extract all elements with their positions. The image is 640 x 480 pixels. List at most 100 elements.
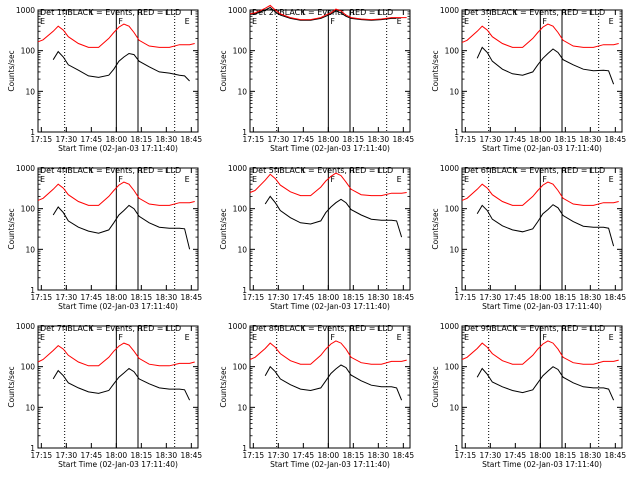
chart-title: Det 9f BLACK = Events, RED = LLD — [464, 324, 605, 333]
y-tick-label: 100 — [445, 205, 460, 214]
x-tick-label: 17:15 — [455, 451, 477, 460]
x-tick-label: 18:30 — [156, 451, 178, 460]
x-tick-label: 18:15 — [343, 451, 365, 460]
y-axis-label: Counts/sec — [219, 50, 228, 91]
x-axis-label: Start Time (02-Jan-03 17:11:40) — [482, 302, 602, 311]
y-axis-label: Counts/sec — [7, 208, 16, 249]
x-tick-label: 17:30 — [268, 451, 290, 460]
marker-label: F — [118, 333, 123, 342]
y-axis-label: Counts/sec — [431, 50, 440, 91]
y-tick-label: 1 — [30, 444, 35, 453]
plot-frame — [37, 9, 199, 133]
marker-label: E — [464, 333, 469, 342]
y-tick-label: 10 — [237, 87, 247, 96]
y-tick-label: 1000 — [16, 6, 35, 15]
x-axis-label: Start Time (02-Jan-03 17:11:40) — [58, 460, 178, 469]
x-tick-label: 17:15 — [31, 451, 53, 460]
y-tick-label: 1 — [30, 128, 35, 137]
marker-label: E — [397, 333, 402, 342]
y-tick-label: 10 — [237, 245, 247, 254]
y-tick-label: 10 — [25, 403, 35, 412]
y-tick-label: 100 — [233, 47, 248, 56]
chart-title: Det 6f BLACK = Events, RED = LLD — [464, 166, 605, 175]
chart-panel: Det 5f BLACK = Events, RED = LLD 1 10 100 10… — [219, 164, 414, 311]
lld-series-line — [461, 340, 619, 365]
y-tick-label: 1000 — [228, 322, 247, 331]
x-tick-label: 17:15 — [243, 293, 265, 302]
x-tick-label: 18:45 — [393, 135, 415, 144]
x-tick-label: 17:15 — [31, 135, 53, 144]
x-tick-label: 18:45 — [181, 451, 203, 460]
x-tick-label: 17:45 — [293, 293, 315, 302]
events-series-line — [249, 6, 397, 21]
x-tick-label: 18:30 — [368, 293, 390, 302]
marker-label: F — [330, 17, 335, 26]
x-tick-label: 17:15 — [455, 293, 477, 302]
plot-frame — [461, 9, 623, 133]
x-axis-label: Start Time (02-Jan-03 17:11:40) — [270, 460, 390, 469]
y-tick-label: 1 — [242, 128, 247, 137]
marker-label: E — [464, 17, 469, 26]
x-tick-label: 18:45 — [605, 293, 627, 302]
x-tick-label: 17:45 — [505, 451, 527, 460]
x-tick-label: 18:00 — [318, 135, 340, 144]
chart-panel: Det 1f BLACK = Events, RED = LLD 1 10 100 10… — [7, 6, 202, 153]
events-series-line — [476, 204, 615, 247]
x-tick-label: 18:15 — [555, 135, 577, 144]
x-tick-label: 18:15 — [343, 293, 365, 302]
plot-frame — [249, 167, 411, 291]
y-tick-label: 1 — [454, 128, 459, 137]
x-tick-label: 17:45 — [81, 293, 103, 302]
x-axis-label: Start Time (02-Jan-03 17:11:40) — [270, 144, 390, 153]
x-tick-label: 18:15 — [555, 451, 577, 460]
marker-label: F — [542, 17, 547, 26]
chart-panel: Det 8f BLACK = Events, RED = LLD 1 10 100 10… — [219, 322, 414, 469]
y-tick-label: 1000 — [440, 164, 459, 173]
marker-label: F — [118, 17, 123, 26]
marker-label: E — [252, 333, 257, 342]
plot-frame — [249, 9, 411, 133]
x-tick-label: 17:15 — [243, 135, 265, 144]
events-series-line — [476, 46, 615, 85]
x-tick-label: 18:30 — [580, 451, 602, 460]
y-tick-label: 1 — [30, 286, 35, 295]
x-tick-label: 17:30 — [56, 293, 78, 302]
x-tick-label: 18:30 — [580, 135, 602, 144]
y-tick-label: 10 — [449, 403, 459, 412]
plot-frame — [37, 167, 199, 291]
events-series-line — [264, 195, 403, 238]
x-tick-label: 18:15 — [343, 135, 365, 144]
events-series-line — [52, 367, 191, 401]
x-tick-label: 18:15 — [555, 293, 577, 302]
x-tick-label: 18:00 — [106, 135, 128, 144]
x-tick-label: 18:00 — [318, 293, 340, 302]
chart-title: Det 2f BLACK = Events, RED = LLD — [252, 8, 393, 17]
x-tick-label: 18:45 — [605, 451, 627, 460]
plot-frame — [37, 325, 199, 449]
lld-series-line — [249, 172, 407, 197]
y-tick-label: 1 — [454, 444, 459, 453]
x-tick-label: 17:45 — [81, 451, 103, 460]
x-tick-label: 17:15 — [31, 293, 53, 302]
events-series-line — [52, 50, 190, 82]
y-axis-label: Counts/sec — [219, 208, 228, 249]
marker-label: E — [464, 175, 469, 184]
events-series-line — [264, 364, 403, 401]
y-tick-label: 1000 — [228, 164, 247, 173]
x-tick-label: 17:45 — [81, 135, 103, 144]
chart-title: Det 5f BLACK = Events, RED = LLD — [252, 166, 393, 175]
y-tick-label: 10 — [25, 245, 35, 254]
y-axis-label: Counts/sec — [431, 366, 440, 407]
x-tick-label: 18:15 — [131, 451, 153, 460]
y-axis-label: Counts/sec — [219, 366, 228, 407]
x-tick-label: 18:30 — [156, 293, 178, 302]
events-series-line — [52, 204, 191, 250]
lld-series-line — [249, 340, 407, 365]
y-tick-label: 10 — [25, 87, 35, 96]
x-axis-label: Start Time (02-Jan-03 17:11:40) — [58, 144, 178, 153]
y-tick-label: 10 — [449, 245, 459, 254]
x-axis-label: Start Time (02-Jan-03 17:11:40) — [58, 302, 178, 311]
lld-series-line — [461, 23, 619, 48]
x-tick-label: 17:30 — [56, 135, 78, 144]
marker-label: E — [185, 17, 190, 26]
